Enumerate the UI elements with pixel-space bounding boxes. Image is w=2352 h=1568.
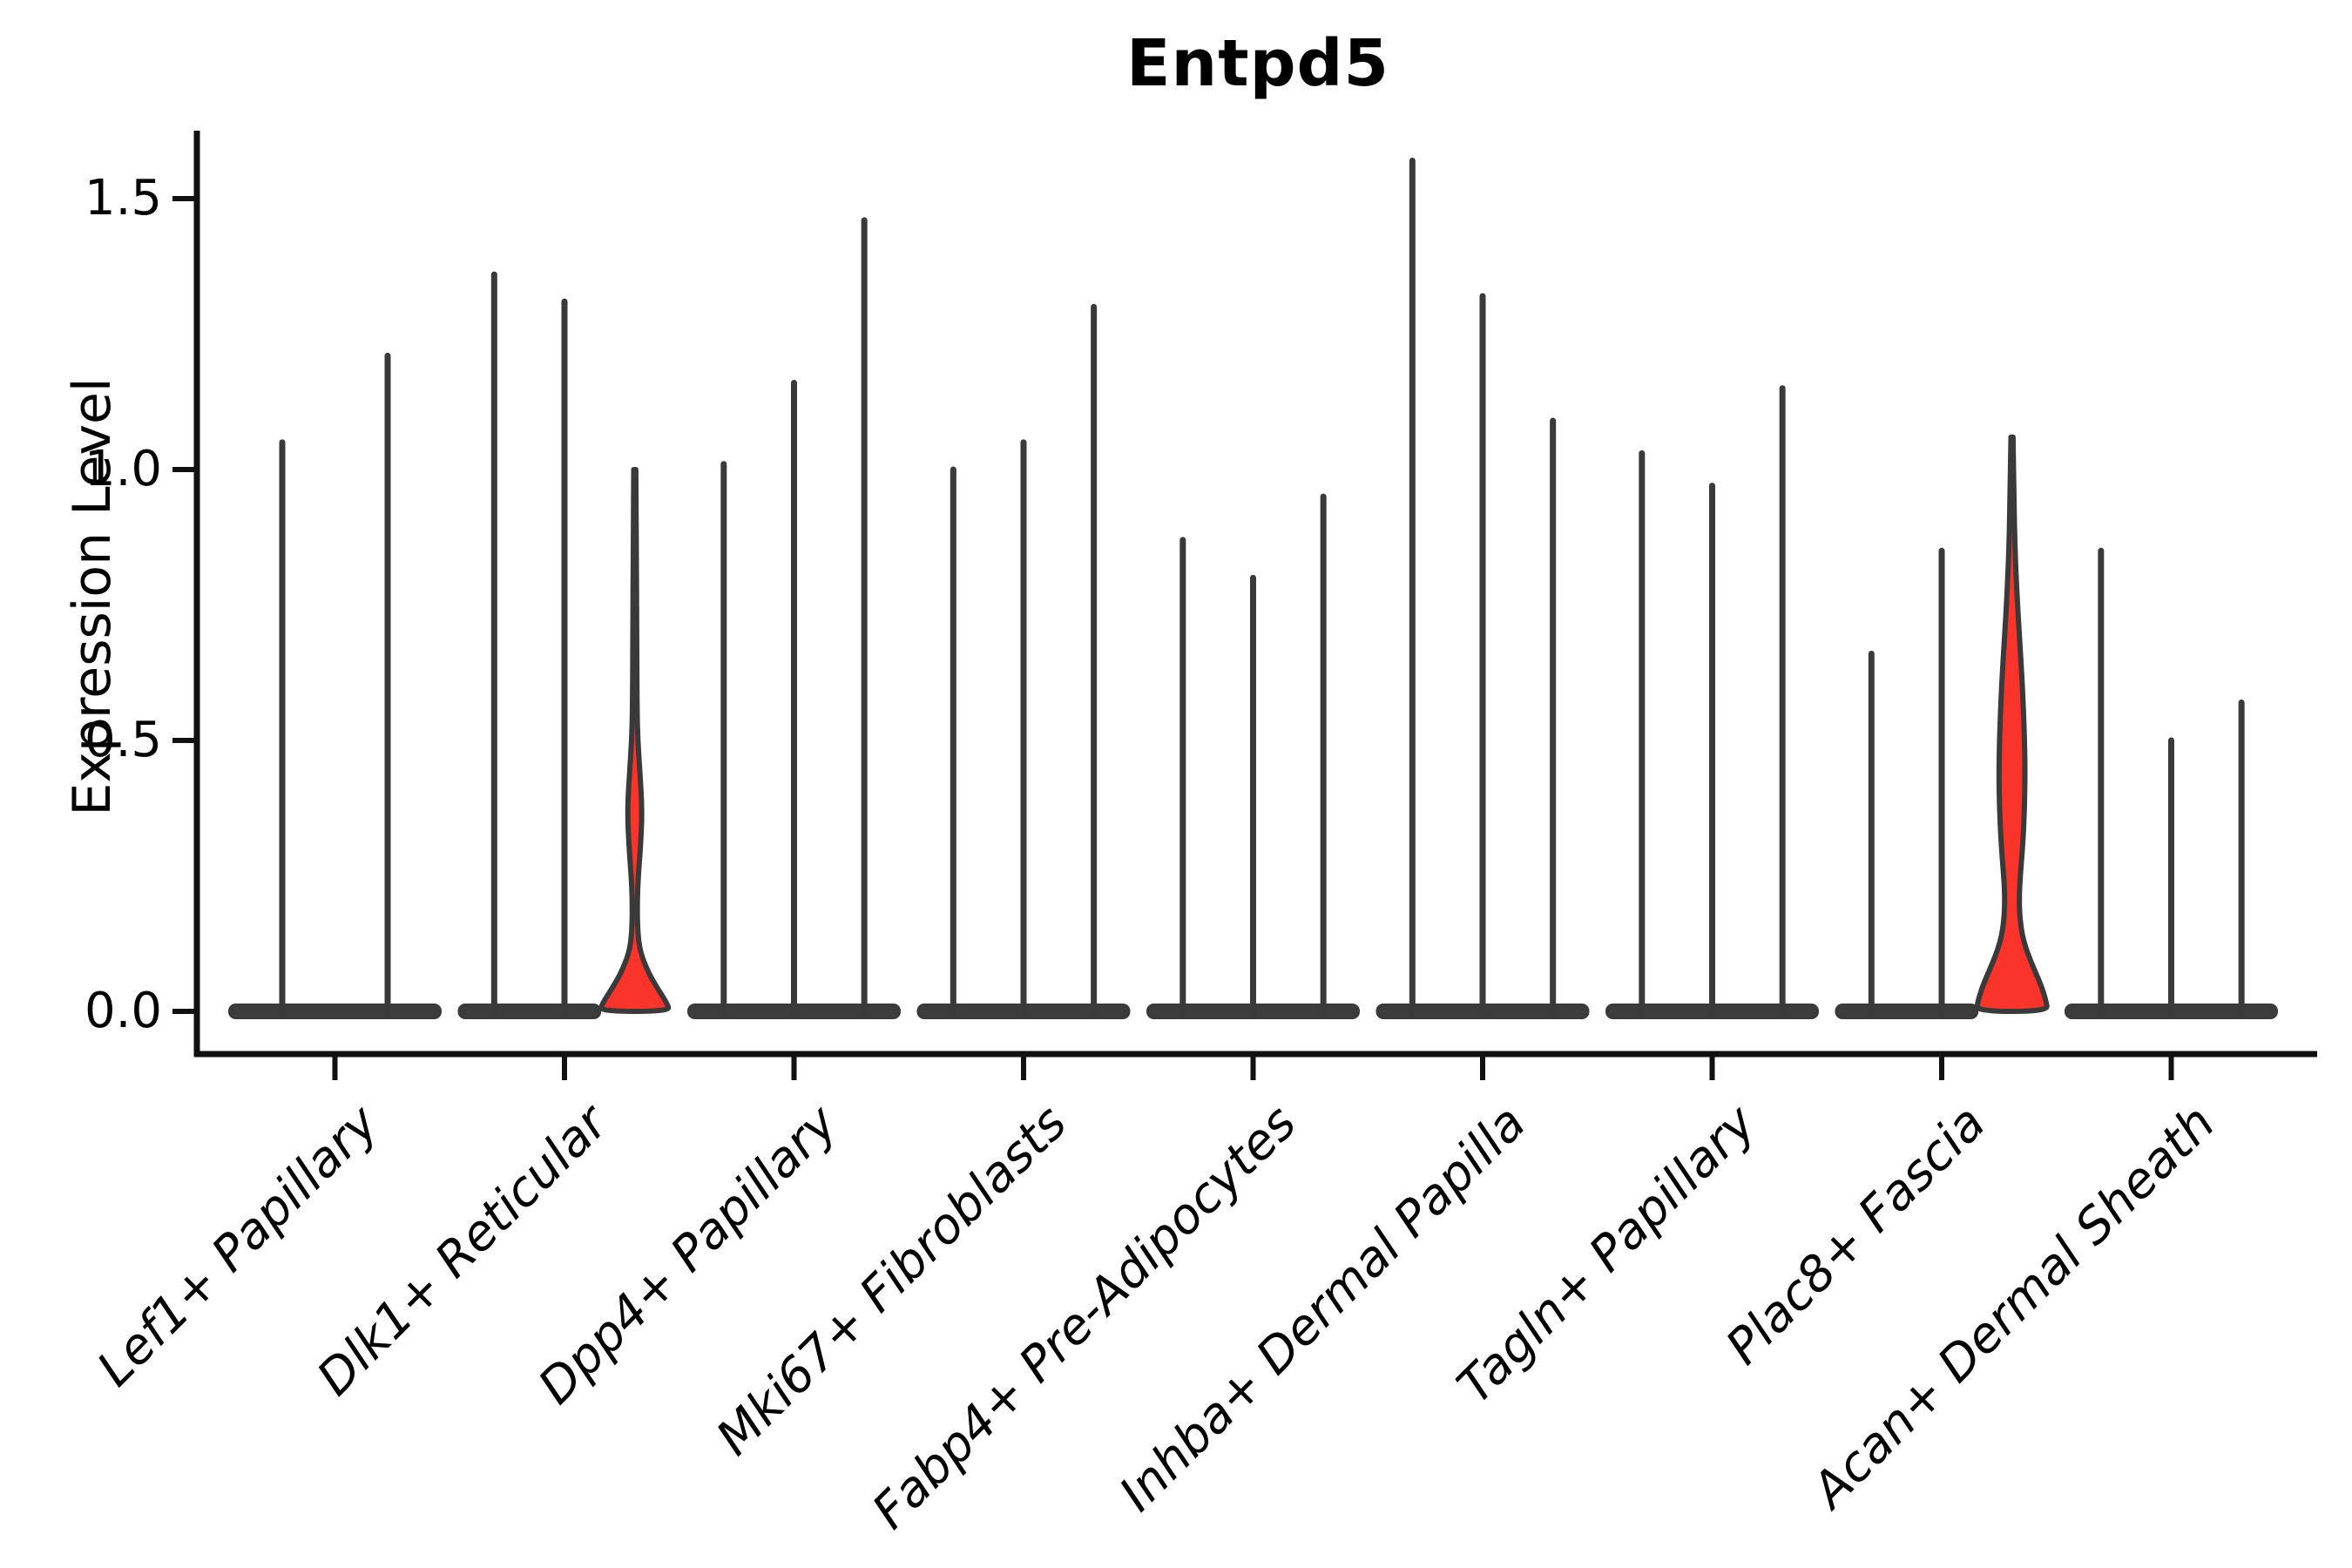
zero-expression-bar bbox=[1835, 1004, 1979, 1019]
highlighted-violin bbox=[598, 467, 672, 1014]
y-tick-label: 0.5 bbox=[84, 712, 162, 768]
y-axis-label: Expression Level bbox=[62, 377, 123, 816]
chart-title: Entpd5 bbox=[1125, 26, 1390, 101]
y-tick-label: 1.5 bbox=[84, 170, 162, 226]
zero-expression-bar bbox=[228, 1004, 442, 1019]
highlighted-violin bbox=[1974, 434, 2050, 1014]
zero-expression-bar bbox=[457, 1004, 602, 1019]
y-tick-label: 1.0 bbox=[84, 441, 162, 497]
y-tick-label: 0.0 bbox=[84, 983, 162, 1039]
